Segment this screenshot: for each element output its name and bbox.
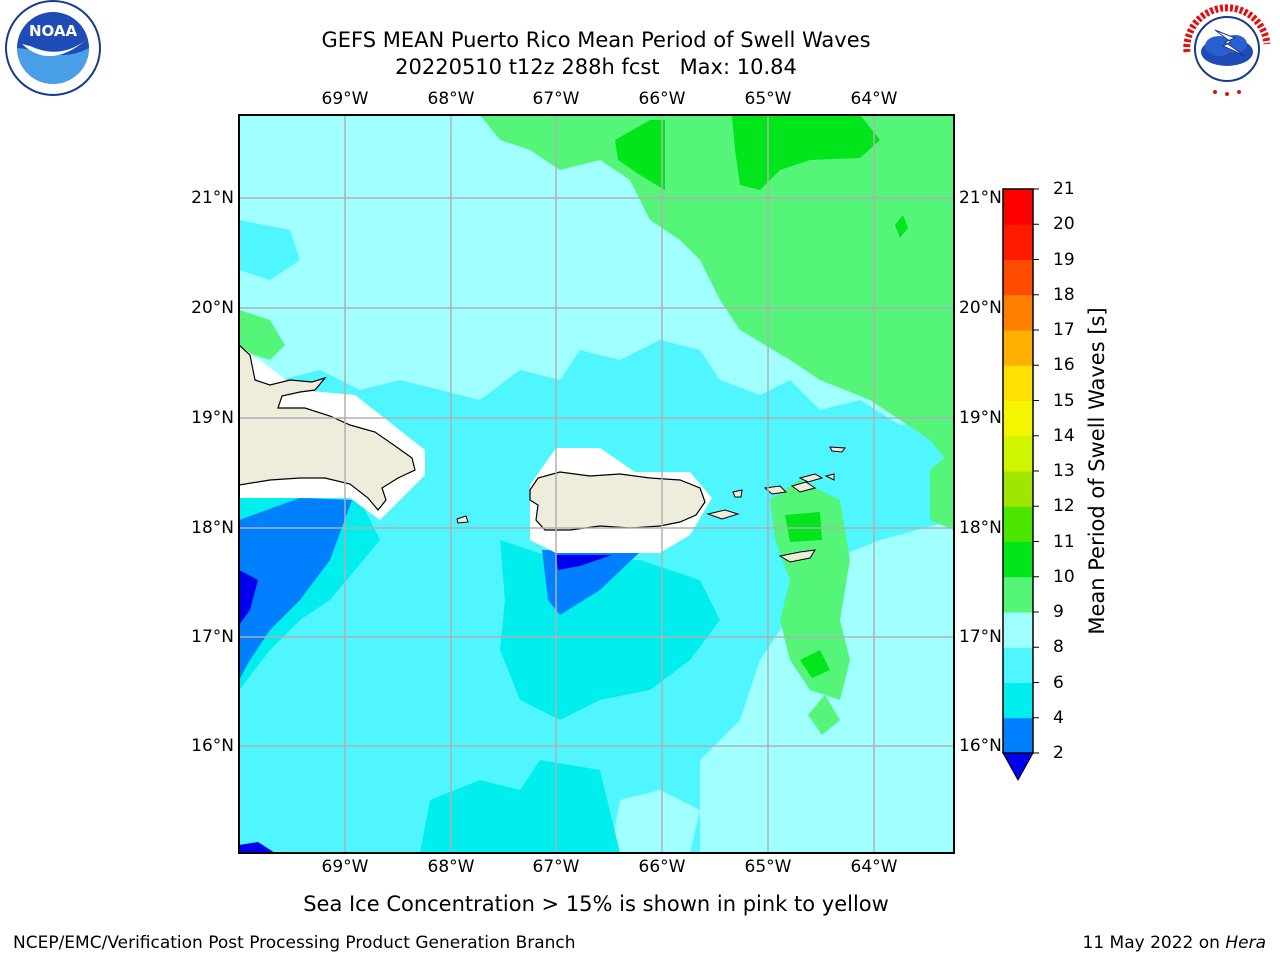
colorbar-box xyxy=(1003,471,1033,507)
colorbar-box xyxy=(1003,330,1033,366)
map-subtitle: 20220510 t12z 288h fcst Max: 10.84 xyxy=(395,55,797,79)
colorbar-box xyxy=(1003,189,1033,225)
lon-tick-top: 67°W xyxy=(532,89,580,109)
colorbar-box xyxy=(1003,717,1033,754)
lat-tick-right: 18°N xyxy=(959,518,1002,538)
lon-tick-top: 64°W xyxy=(850,89,898,109)
land-hispaniola xyxy=(239,344,416,511)
contour-10-11-b xyxy=(732,115,880,190)
colorbar-tick-label: 12 xyxy=(1053,496,1075,517)
lon-tick-top: 65°W xyxy=(744,89,792,109)
lon-tick-bottom: 67°W xyxy=(532,857,580,877)
colorbar-tick-label: 6 xyxy=(1053,672,1064,693)
colorbar-tick-label: 11 xyxy=(1053,531,1075,552)
colorbar-box xyxy=(1003,400,1033,437)
colorbar-box xyxy=(1003,435,1033,472)
map-title: GEFS MEAN Puerto Rico Mean Period of Swe… xyxy=(321,28,871,52)
contour-2-4-west xyxy=(239,498,352,680)
lat-tick-right: 19°N xyxy=(959,408,1002,428)
colorbar-tick-label: 4 xyxy=(1053,707,1064,728)
lat-tick-left: 17°N xyxy=(191,627,234,647)
lon-tick-bottom: 65°W xyxy=(744,857,792,877)
colorbar-tick-label: 20 xyxy=(1053,214,1075,235)
lat-tick-left: 21°N xyxy=(191,188,234,208)
contour-4-6-south xyxy=(420,760,620,853)
footer-date-text: 11 May 2022 on xyxy=(1082,933,1226,953)
land-virgin-islands xyxy=(763,446,846,495)
footer-credit: NCEP/EMC/Verification Post Processing Pr… xyxy=(13,933,576,953)
colorbar-tick-label: 21 xyxy=(1053,179,1075,199)
lon-tick-top: 66°W xyxy=(638,89,686,109)
lat-tick-right: 21°N xyxy=(959,188,1002,208)
lon-tick-bottom: 66°W xyxy=(638,857,686,877)
colorbar-tick-label: 16 xyxy=(1053,355,1075,376)
contour-lt2-sw xyxy=(239,842,275,853)
contour-10-11-e xyxy=(895,215,908,238)
colorbar-box xyxy=(1003,224,1033,260)
land-culebra xyxy=(732,489,743,498)
colorbar-tick-label: 2 xyxy=(1053,743,1064,763)
land-vieques xyxy=(706,509,740,520)
lat-tick-right: 16°N xyxy=(959,736,1002,756)
contour-9-10-se2 xyxy=(808,695,840,735)
contour-8-9-patch xyxy=(610,790,700,853)
footer-host: Hera xyxy=(1225,933,1266,953)
lat-tick-left: 18°N xyxy=(191,518,234,538)
land-mona-island xyxy=(456,515,469,524)
colorbar-tick-label: 15 xyxy=(1053,390,1075,411)
colorbar xyxy=(1002,188,1039,782)
noaa-logo-text: NOAA xyxy=(29,22,78,40)
colorbar-tick-label: 14 xyxy=(1053,425,1075,446)
lon-tick-top: 69°W xyxy=(321,89,369,109)
nws-logo xyxy=(1180,2,1274,96)
colorbar-box xyxy=(1003,259,1033,296)
colorbar-tick-label: 18 xyxy=(1053,284,1075,305)
colorbar-box xyxy=(1003,576,1033,613)
colorbar-tick-label: 10 xyxy=(1053,566,1075,587)
lat-tick-left: 19°N xyxy=(191,408,234,428)
footer-date: 11 May 2022 on Hera xyxy=(1083,933,1267,953)
colorbar-box xyxy=(1003,506,1033,542)
colorbar-tick-label: 17 xyxy=(1053,320,1075,340)
colorbar-tick-label: 9 xyxy=(1053,602,1064,622)
noaa-logo: NOAA xyxy=(5,0,101,96)
map-grid xyxy=(239,115,954,853)
colorbar-box xyxy=(1003,612,1033,648)
colorbar-box xyxy=(1003,294,1033,331)
contour-6-8-inner xyxy=(239,220,300,280)
lon-tick-bottom: 69°W xyxy=(321,857,369,877)
colorbar-tick-label: 19 xyxy=(1053,249,1075,270)
contour-10-11-c xyxy=(785,512,822,542)
contour-9-10-e xyxy=(930,450,954,530)
colorbar-box xyxy=(1003,647,1033,683)
contour-10-11 xyxy=(615,120,665,190)
colorbar-box xyxy=(1003,541,1033,578)
colorbar-title: Mean Period of Swell Waves [s] xyxy=(1085,307,1109,635)
colorbar-extend-arrow xyxy=(1002,752,1034,782)
colorbar-tick-label: 8 xyxy=(1053,637,1064,658)
contour-lt2-pr xyxy=(556,555,612,570)
lon-tick-bottom: 64°W xyxy=(850,857,898,877)
contour-9-10-west xyxy=(239,310,285,360)
lat-tick-left: 16°N xyxy=(191,736,234,756)
lat-tick-right: 20°N xyxy=(959,298,1002,318)
contour-10-11-d xyxy=(800,650,830,678)
colorbar-box xyxy=(1003,682,1033,719)
contour-lt2-west xyxy=(239,570,258,625)
contour-6-8-inner-b xyxy=(420,390,850,530)
contour-9-10 xyxy=(480,115,954,470)
land-st-croix xyxy=(778,549,816,563)
map-frame xyxy=(238,114,955,854)
colorbar-box xyxy=(1003,365,1033,401)
colorbar-tick-label: 13 xyxy=(1053,461,1075,481)
lon-tick-top: 68°W xyxy=(427,89,475,109)
lat-tick-left: 20°N xyxy=(191,298,234,318)
lon-tick-bottom: 68°W xyxy=(427,857,475,877)
sea-ice-caption: Sea Ice Concentration > 15% is shown in … xyxy=(303,892,889,916)
lat-tick-right: 17°N xyxy=(959,627,1002,647)
